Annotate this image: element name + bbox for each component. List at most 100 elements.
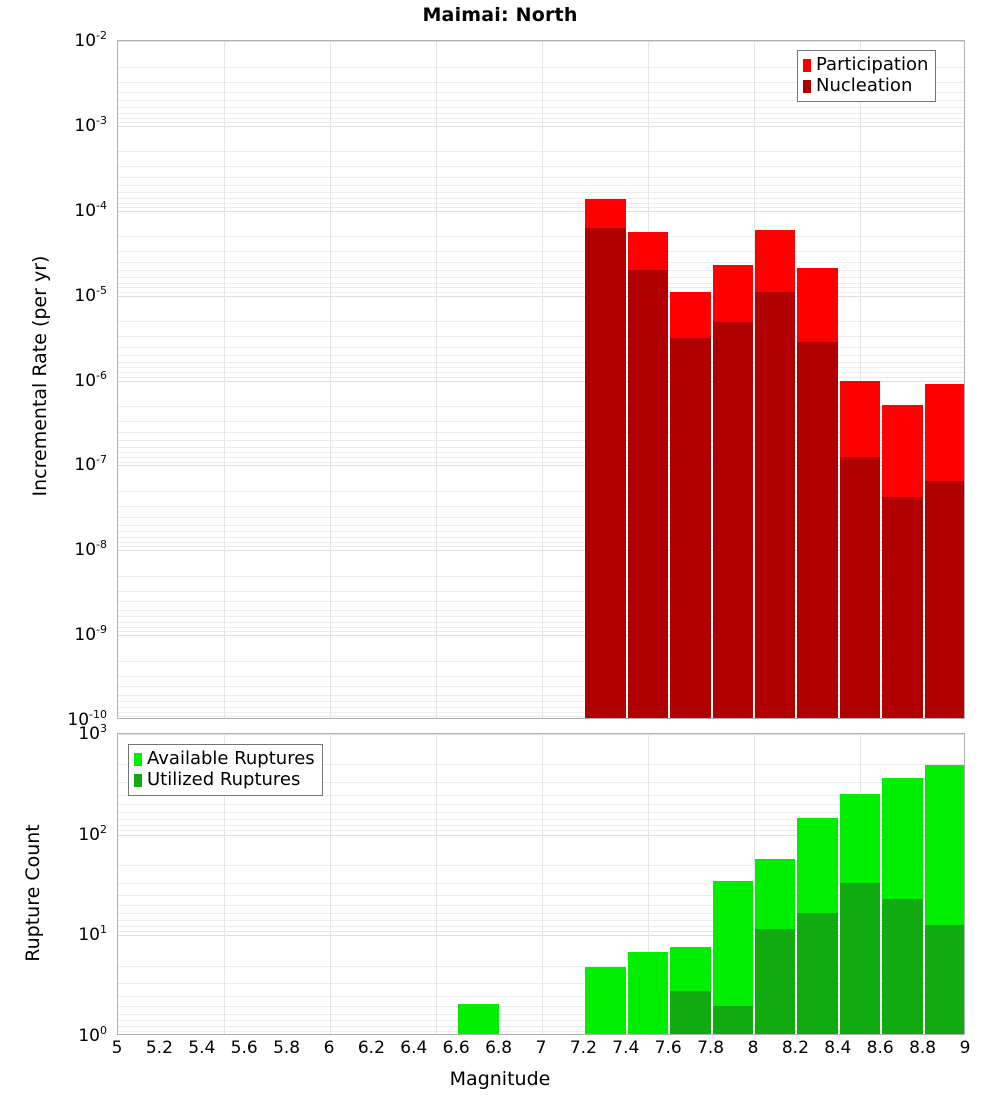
gridline [118,206,964,208]
legend-entry: Available Ruptures [134,748,315,770]
bar-group [585,734,626,1034]
bar-segment-utilized [882,898,923,1034]
gridline [118,635,964,637]
gridline [118,830,964,832]
gridline [118,355,964,356]
gridline [118,185,964,187]
bar-group [882,734,923,1034]
gridline [118,930,964,932]
x-tick-label: 8.8 [909,1038,937,1058]
vertical-gridline [542,41,543,718]
vertical-gridline [436,41,437,718]
vertical-gridline [436,734,437,1034]
gridline [118,601,964,603]
x-tick-label: 8.6 [866,1038,894,1058]
x-tick-label: 8 [747,1038,759,1058]
y-tick-label: 101 [78,923,107,946]
gridline [118,251,964,253]
legend-swatch-icon [803,79,811,93]
bar-segment-utilized [839,882,881,1034]
x-tick-label: 9 [959,1038,971,1058]
x-tick-label: 7.8 [697,1038,725,1058]
vertical-gridline [754,41,755,718]
y-tick-label: 103 [78,722,107,744]
bar-group [543,734,583,1034]
bar-group [712,734,753,1034]
gridline [118,983,964,985]
x-tick-label: 5.4 [188,1038,216,1058]
bar-segment-nucleation [797,341,838,718]
bar-segment-utilized [797,912,838,1034]
gridline [118,819,964,821]
gridline [118,694,964,696]
gridline [118,166,964,168]
x-tick-label: 8.2 [781,1038,809,1058]
gridline [118,117,964,119]
legend-label: Participation [816,54,929,75]
gridline [118,191,964,193]
gridline [118,295,964,297]
gridline [118,439,964,441]
gridline [118,824,964,826]
gridline [118,531,964,533]
gridline [118,100,964,102]
bar-segment-nucleation [924,481,964,718]
legend-swatch-icon [134,773,142,787]
gridline [118,122,964,123]
gridline [118,834,964,836]
x-tick-label: 7 [535,1038,547,1058]
gridline [118,631,964,633]
bar-group [712,41,753,718]
vertical-gridline [542,734,543,1034]
gridline [118,431,964,433]
bar-group [797,734,838,1034]
y-tick-label: 10-10 [67,708,107,730]
bar-segment-nucleation [839,456,881,718]
gridline [118,616,964,618]
gridline [118,457,964,459]
gridline [118,202,964,204]
gridline [118,41,964,42]
gridline [118,716,964,718]
legend-entry: Participation [803,54,929,76]
legend-swatch-icon [134,752,142,766]
gridline [118,660,964,662]
gridline [118,210,964,212]
x-tick-label: 5.6 [230,1038,258,1058]
bar-segment-nucleation [755,291,796,718]
gridline [118,1031,964,1033]
gridline [118,287,964,289]
y-tick-label: 10-8 [74,538,107,561]
bar-group [839,41,881,718]
gridline [118,1013,964,1015]
x-tick-label: 6.4 [400,1038,428,1058]
gridline [118,882,964,884]
gridline [118,1020,964,1022]
gridline [118,261,964,263]
bar-group [755,734,796,1034]
gridline [118,516,964,518]
legend-entry: Utilized Ruptures [134,769,315,791]
bar-group [458,734,499,1034]
bar-segment-utilized [670,990,711,1034]
gridline [118,782,964,783]
y-tick-label: 10-2 [74,29,107,51]
legend-label: Nucleation [816,74,913,96]
gridline [118,575,964,577]
gridline [118,490,964,492]
y-tick-label: 100 [78,1024,107,1046]
incremental-rate-plot [117,40,965,719]
gridline [118,812,964,814]
bar-segment-available [585,967,626,1034]
x-tick-label: 7.4 [612,1038,640,1058]
x-tick-label: 6.2 [357,1038,385,1058]
gridline [118,626,964,628]
legend-entry: Nucleation [803,74,928,97]
y-tick-label: 10-6 [74,368,107,391]
gridline [118,550,964,552]
x-tick-label: 6.8 [485,1038,513,1058]
bar-group [755,41,796,718]
gridline [118,865,964,866]
gridline [118,609,964,611]
bar-group [839,734,881,1034]
